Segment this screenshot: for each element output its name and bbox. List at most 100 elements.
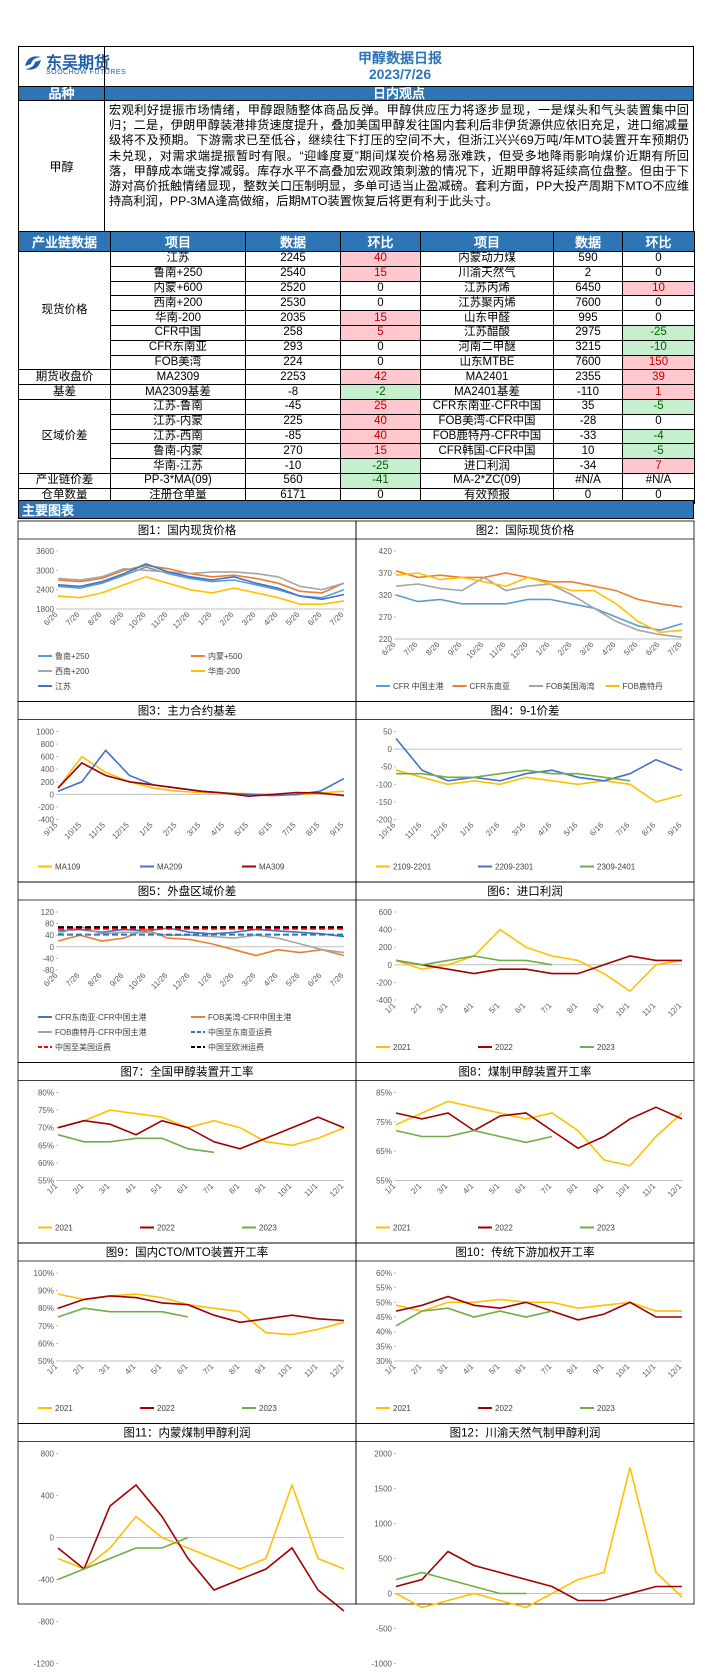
x-tick-label: 4/1 [123, 1362, 138, 1377]
series-line [395, 1295, 682, 1321]
y-tick-label: 85% [376, 1089, 392, 1098]
y-tick-label: 30% [376, 1357, 392, 1366]
x-tick-label: 11/26 [149, 610, 169, 630]
x-tick-label: 8/15 [304, 820, 322, 838]
change: -10 [622, 339, 695, 356]
legend-label: CFR 中国主港 [393, 681, 444, 691]
y-tick-label: -200 [376, 816, 393, 825]
chart-title: 图2：国际现货价格 [476, 523, 575, 537]
x-tick-label: 12/26 [171, 610, 192, 631]
legend-label: 2021 [55, 1404, 73, 1413]
y-tick-label: -200 [38, 803, 55, 812]
series-line [57, 761, 345, 798]
logo-icon [25, 56, 41, 70]
y-tick-label: 50 [383, 728, 392, 737]
x-tick-label: 8/1 [227, 1181, 242, 1196]
legend-label: 2021 [393, 1404, 411, 1413]
series-line [57, 563, 345, 601]
series-line [395, 572, 683, 634]
x-tick-label: 8/16 [640, 820, 658, 838]
y-tick-label: -400 [376, 996, 393, 1005]
chart-frame [17, 1242, 357, 1424]
x-tick-label: 9/15 [328, 820, 346, 838]
series-line [57, 1116, 345, 1150]
series-line [395, 1467, 683, 1609]
chart-frame [355, 881, 695, 1063]
x-tick-label: 11/26 [487, 640, 507, 660]
y-tick-label: -1200 [34, 1660, 55, 1669]
x-tick-label: 7/26 [64, 971, 82, 989]
x-tick-label: 11/1 [302, 1181, 319, 1198]
y-tick-label: 0 [50, 943, 55, 952]
legend-label: 2021 [55, 1224, 73, 1233]
x-tick-label: 2/1 [409, 1001, 424, 1016]
x-tick-label: 10/26 [127, 971, 148, 992]
chart-frame [17, 1423, 357, 1605]
series-line [395, 1100, 683, 1167]
legend-label: 2109-2201 [393, 863, 432, 872]
group-name: 现货价格 [18, 250, 111, 371]
change: 150 [622, 354, 695, 371]
x-tick-label: 8/1 [227, 1362, 242, 1377]
series-line [395, 1307, 553, 1327]
chart-title: 图4：9-1价差 [490, 704, 559, 718]
chart-title: 图10：传统下游加权开工率 [455, 1245, 594, 1259]
chart-title: 图7：全国甲醇装置开工率 [121, 1065, 254, 1079]
legend-label: 2022 [157, 1404, 175, 1413]
y-tick-label: 50% [38, 1357, 54, 1366]
series-line [57, 564, 345, 594]
y-tick-label: 1000 [374, 1520, 392, 1529]
y-tick-label: -150 [376, 798, 393, 807]
y-tick-label: 370 [379, 569, 393, 578]
y-tick-label: 75% [376, 1118, 392, 1127]
column-header: 项目 [110, 231, 246, 252]
y-tick-label: 0 [50, 790, 55, 799]
x-tick-label: 3/1 [97, 1362, 112, 1377]
x-tick-label: 8/1 [565, 1001, 580, 1016]
y-tick-label: -40 [42, 954, 54, 963]
legend-label: 2309-2401 [597, 863, 636, 872]
x-tick-label: 7/16 [614, 820, 632, 838]
x-tick-label: 10/15 [63, 820, 84, 841]
table-row: 基差 MA2309基差 -8 -2 MA2401基差 -110 1 [18, 384, 695, 400]
series-line [395, 1298, 682, 1312]
legend-label: 2023 [597, 1404, 615, 1413]
table-row: 区域价差 江苏-鲁南 -45 25 CFR东南亚-CFR中国 35 -5 [18, 398, 695, 474]
change: -25 [622, 324, 695, 341]
x-tick-label: 7/1 [539, 1001, 554, 1016]
x-tick-label: 12/26 [509, 640, 530, 661]
y-tick-label: 800 [41, 740, 55, 749]
series-line [396, 769, 631, 782]
x-tick-label: 6/1 [513, 1001, 528, 1016]
x-tick-label: 12/1 [328, 1181, 346, 1199]
x-tick-label: 4/1 [461, 1181, 476, 1196]
x-tick-label: 3/1 [435, 1001, 450, 1016]
series-line [395, 1571, 526, 1595]
y-tick-label: 400 [379, 926, 393, 935]
series-line [57, 1482, 345, 1570]
series-line [57, 567, 345, 591]
series-line [57, 1295, 345, 1324]
x-tick-label: 11/1 [302, 1362, 319, 1379]
series-line [395, 737, 683, 782]
series-line [57, 1307, 189, 1318]
x-tick-label: 4/1 [123, 1181, 138, 1196]
data-table: 产业链数据 项目 数据 环比 项目 数据 环比 现货价格 江苏 2245 40 内蒙动力煤 590 0 鲁… [18, 231, 695, 504]
chart-title: 图3：主力合约基差 [138, 704, 236, 718]
x-tick-label: 9/26 [108, 971, 126, 989]
table-body: 现货价格 江苏 2245 40 内蒙动力煤 590 0 鲁南+250 2540 15 川渝天然气 2 0… [18, 250, 695, 504]
series-line [395, 769, 683, 803]
y-tick-label: 600 [41, 753, 55, 762]
x-tick-label: 3/16 [510, 820, 528, 838]
series-line [395, 570, 683, 608]
y-tick-label: 1000 [36, 728, 54, 737]
y-tick-label: -400 [38, 816, 55, 825]
chart-title: 图9：国内CTO/MTO装置开工率 [106, 1245, 269, 1259]
y-tick-label: 120 [41, 908, 55, 917]
table-row: 华南-江苏 -10 -25 进口利润 -34 7 [19, 458, 695, 474]
x-tick-label: 2/1 [409, 1181, 424, 1196]
y-tick-label: 60% [38, 1159, 54, 1168]
y-tick-label: 220 [379, 635, 393, 644]
series-line [57, 927, 345, 938]
y-tick-label: 0 [388, 745, 393, 754]
